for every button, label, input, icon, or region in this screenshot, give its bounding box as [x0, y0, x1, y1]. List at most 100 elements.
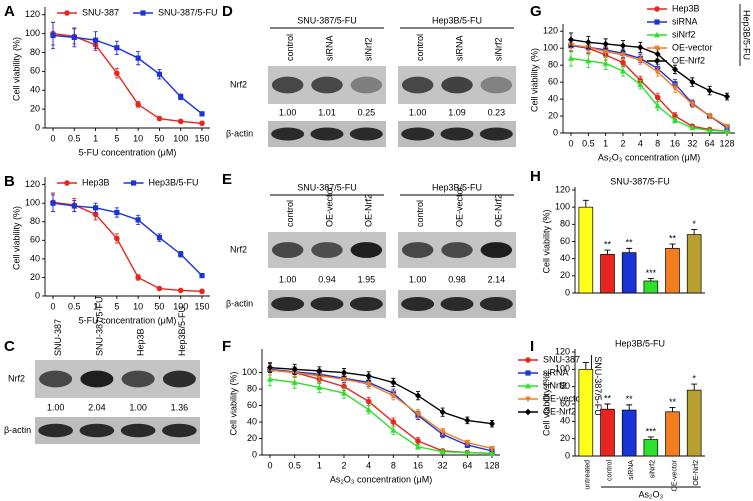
data-point [464, 449, 471, 455]
y-axis-label: Cell viability (%) [529, 48, 539, 112]
band-ratio: 1.00 [47, 402, 65, 412]
blot-band [479, 297, 513, 311]
blot-band [401, 76, 434, 94]
data-point [439, 429, 446, 436]
data-point [365, 398, 372, 405]
data-point [267, 375, 273, 382]
blot-band [271, 297, 305, 311]
data-point [135, 217, 141, 223]
data-point [706, 113, 713, 120]
data-point [706, 127, 713, 133]
panel-label: H [530, 168, 541, 185]
data-point [50, 32, 56, 39]
x-tick-label: 32 [438, 460, 448, 470]
blot-band [271, 242, 304, 258]
data-point [114, 235, 120, 242]
series-line [570, 44, 728, 127]
error-bar [582, 361, 589, 370]
y-tick-label: 80 [548, 60, 558, 70]
data-point [156, 115, 163, 122]
panel-label: E [222, 171, 232, 188]
data-point [672, 116, 678, 123]
y-tick-label: 100 [25, 28, 40, 38]
data-point [464, 416, 471, 424]
y-tick-label: 80 [30, 216, 40, 226]
x-tick-label: siNrf2 [650, 460, 657, 478]
series-line [269, 378, 493, 455]
band-ratio: 1.09 [448, 107, 466, 117]
lane-label: OE-vector [324, 186, 334, 227]
x-axis-label: As₂O₃ concentration (μM) [330, 474, 432, 484]
legend-label: siNrf2 [672, 29, 696, 39]
blot-band [440, 127, 474, 141]
y-tick-label: 0 [565, 287, 570, 297]
data-point [365, 406, 372, 413]
x-tick-label: OE-Nrf2 [693, 460, 700, 486]
group-title: SNU-387/5-FU [297, 182, 357, 192]
significance-label: *** [646, 426, 657, 436]
group-label: As₂O₃ [638, 489, 663, 499]
x-tick-label: 0 [267, 460, 272, 470]
row-label: Nrf2 [230, 244, 247, 254]
y-tick-label: 80 [560, 381, 570, 391]
x-tick-label: OE-vector [671, 459, 678, 491]
error-bar [691, 383, 698, 391]
panel-label: I [530, 338, 534, 355]
y-axis-label: Cell viability (%) [11, 37, 21, 101]
x-tick-label: 0.5 [288, 460, 301, 470]
data-point [341, 369, 347, 376]
legend-marker [64, 10, 70, 16]
data-point [114, 45, 120, 51]
blot-band [271, 76, 304, 94]
y-tick-label: 100 [543, 43, 558, 53]
blot-band [349, 297, 383, 311]
legend-marker [64, 180, 70, 186]
x-tick-label: 64 [462, 460, 472, 470]
data-point [654, 69, 661, 76]
y-axis-label: Cell viability (%) [541, 209, 551, 273]
data-point [489, 450, 495, 456]
data-point [50, 200, 56, 206]
error-bar [626, 247, 633, 253]
lane-label: OE-vector [454, 186, 464, 227]
blot-band [350, 242, 383, 258]
y-tick-label: 100 [555, 202, 570, 212]
x-tick-label: 16 [413, 460, 423, 470]
lane-label: control [415, 34, 425, 61]
error-bar [669, 243, 676, 249]
y-tick-label: 0 [252, 449, 257, 459]
data-point [489, 420, 495, 428]
bar [643, 280, 659, 294]
y-axis-label: Cell viability (%) [228, 371, 238, 435]
data-point [177, 118, 184, 125]
legend-label: Hep3B [82, 177, 110, 187]
legend-marker [654, 45, 660, 52]
legend-marker [140, 10, 146, 16]
y-tick-label: 120 [555, 346, 570, 356]
data-point [199, 288, 205, 295]
band-ratio: 0.25 [358, 107, 376, 117]
legend-marker [130, 180, 137, 186]
x-tick-label: 0.5 [68, 301, 81, 311]
legend-marker [654, 6, 660, 12]
bar [578, 206, 594, 294]
data-point [602, 60, 609, 66]
row-label: β-actin [226, 298, 253, 308]
blot-band [311, 242, 343, 258]
bar [578, 368, 594, 457]
legend-label: siNrf2 [543, 380, 567, 390]
data-point [365, 372, 372, 380]
y-tick-label: 40 [560, 416, 570, 426]
y-tick-label: 40 [247, 416, 257, 426]
data-point [390, 379, 397, 386]
data-point [390, 393, 397, 399]
legend-label: SNU-387 [543, 354, 580, 364]
data-point [585, 57, 592, 64]
y-tick-label: 60 [560, 398, 570, 408]
x-tick-label: 64 [705, 138, 715, 148]
data-point [689, 124, 696, 131]
bar [600, 408, 615, 457]
legend-marker [525, 370, 531, 376]
blot-band [310, 127, 344, 141]
